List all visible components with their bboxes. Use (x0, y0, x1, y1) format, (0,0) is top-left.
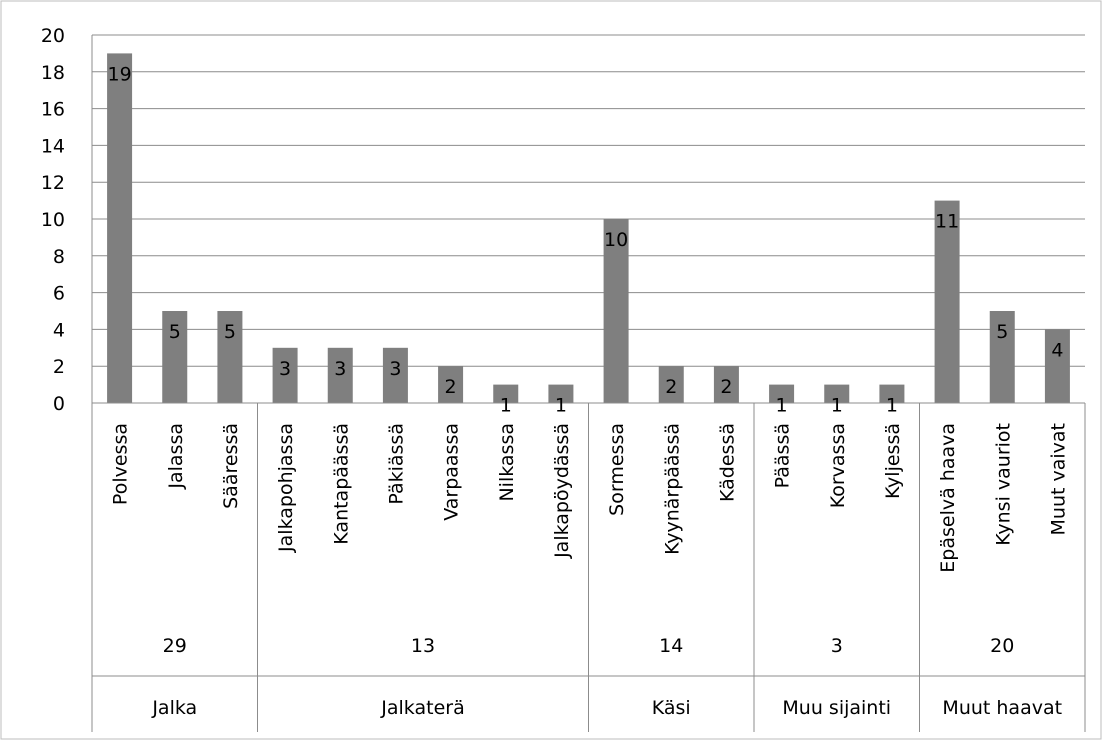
data-label: 1 (776, 395, 788, 417)
y-tick-label: 20 (41, 25, 65, 47)
category-label: Epäselvä haava (937, 423, 959, 573)
y-tick-label: 6 (53, 283, 65, 305)
group-name: Muut haavat (942, 697, 1062, 719)
category-label: Kyynärpäässä (661, 423, 683, 555)
bar (824, 384, 850, 403)
bar (327, 347, 353, 403)
data-label: 5 (169, 321, 181, 343)
data-label: 5 (996, 321, 1008, 343)
bar (769, 384, 795, 403)
category-label: Sormessa (606, 423, 628, 516)
data-label: 4 (1051, 339, 1063, 361)
category-label: Kyljessä (882, 423, 904, 499)
bar (217, 311, 243, 403)
category-label: Kantapäässä (330, 423, 352, 545)
data-label: 1 (500, 395, 512, 417)
group-name: Jalka (151, 697, 197, 719)
category-label: Kädessä (716, 423, 738, 502)
group-total: 3 (831, 635, 843, 657)
group-name: Jalkaterä (380, 697, 464, 719)
data-label: 3 (334, 358, 346, 380)
data-label: 2 (720, 376, 732, 398)
data-label: 19 (107, 63, 131, 85)
group-total: 20 (990, 635, 1014, 657)
category-label: Jalkapohjassa (275, 423, 297, 553)
category-label: Päässä (772, 423, 794, 488)
y-tick-label: 16 (41, 99, 65, 121)
data-label: 10 (604, 229, 628, 251)
y-tick-label: 2 (53, 356, 65, 378)
y-tick-label: 8 (53, 246, 65, 268)
y-tick-label: 0 (53, 393, 65, 415)
category-label: Kynsi vauriot (992, 423, 1014, 546)
bar (934, 200, 960, 403)
category-label: Korvassa (827, 423, 849, 508)
category-label: Jalassa (165, 423, 187, 490)
bar (382, 347, 408, 403)
group-name: Käsi (652, 697, 691, 719)
group-name: Muu sijainti (782, 697, 891, 719)
y-tick-label: 12 (41, 172, 65, 194)
bar (272, 347, 298, 403)
group-total: 29 (163, 635, 187, 657)
y-tick-label: 14 (41, 135, 65, 157)
bar (1044, 329, 1070, 403)
data-label: 3 (279, 358, 291, 380)
group-total: 14 (659, 635, 683, 657)
bar (879, 384, 905, 403)
data-label: 5 (224, 321, 236, 343)
bar (107, 53, 133, 404)
group-total: 13 (411, 635, 435, 657)
category-label: Varpaassa (441, 423, 463, 521)
y-tick-label: 4 (53, 319, 65, 341)
bar (493, 384, 519, 403)
data-label: 11 (935, 211, 959, 233)
category-label: Nilkassa (496, 423, 518, 502)
category-label: Sääressä (220, 423, 242, 509)
category-label: Muut vaivat (1047, 423, 1069, 535)
data-label: 1 (555, 395, 567, 417)
bar (438, 366, 464, 403)
data-label: 2 (665, 376, 677, 398)
bar (603, 219, 629, 403)
data-label: 2 (445, 376, 457, 398)
data-label: 1 (831, 395, 843, 417)
y-tick-label: 10 (41, 209, 65, 231)
data-label: 3 (389, 358, 401, 380)
bar (713, 366, 739, 403)
data-label: 1 (886, 395, 898, 417)
bar (162, 311, 188, 403)
bar (989, 311, 1015, 403)
category-label: Polvessa (110, 423, 132, 505)
bar (658, 366, 684, 403)
category-label: Päkiässä (385, 423, 407, 505)
y-tick-label: 18 (41, 62, 65, 84)
category-label: Jalkapöydässä (551, 423, 573, 559)
bar (548, 384, 574, 403)
